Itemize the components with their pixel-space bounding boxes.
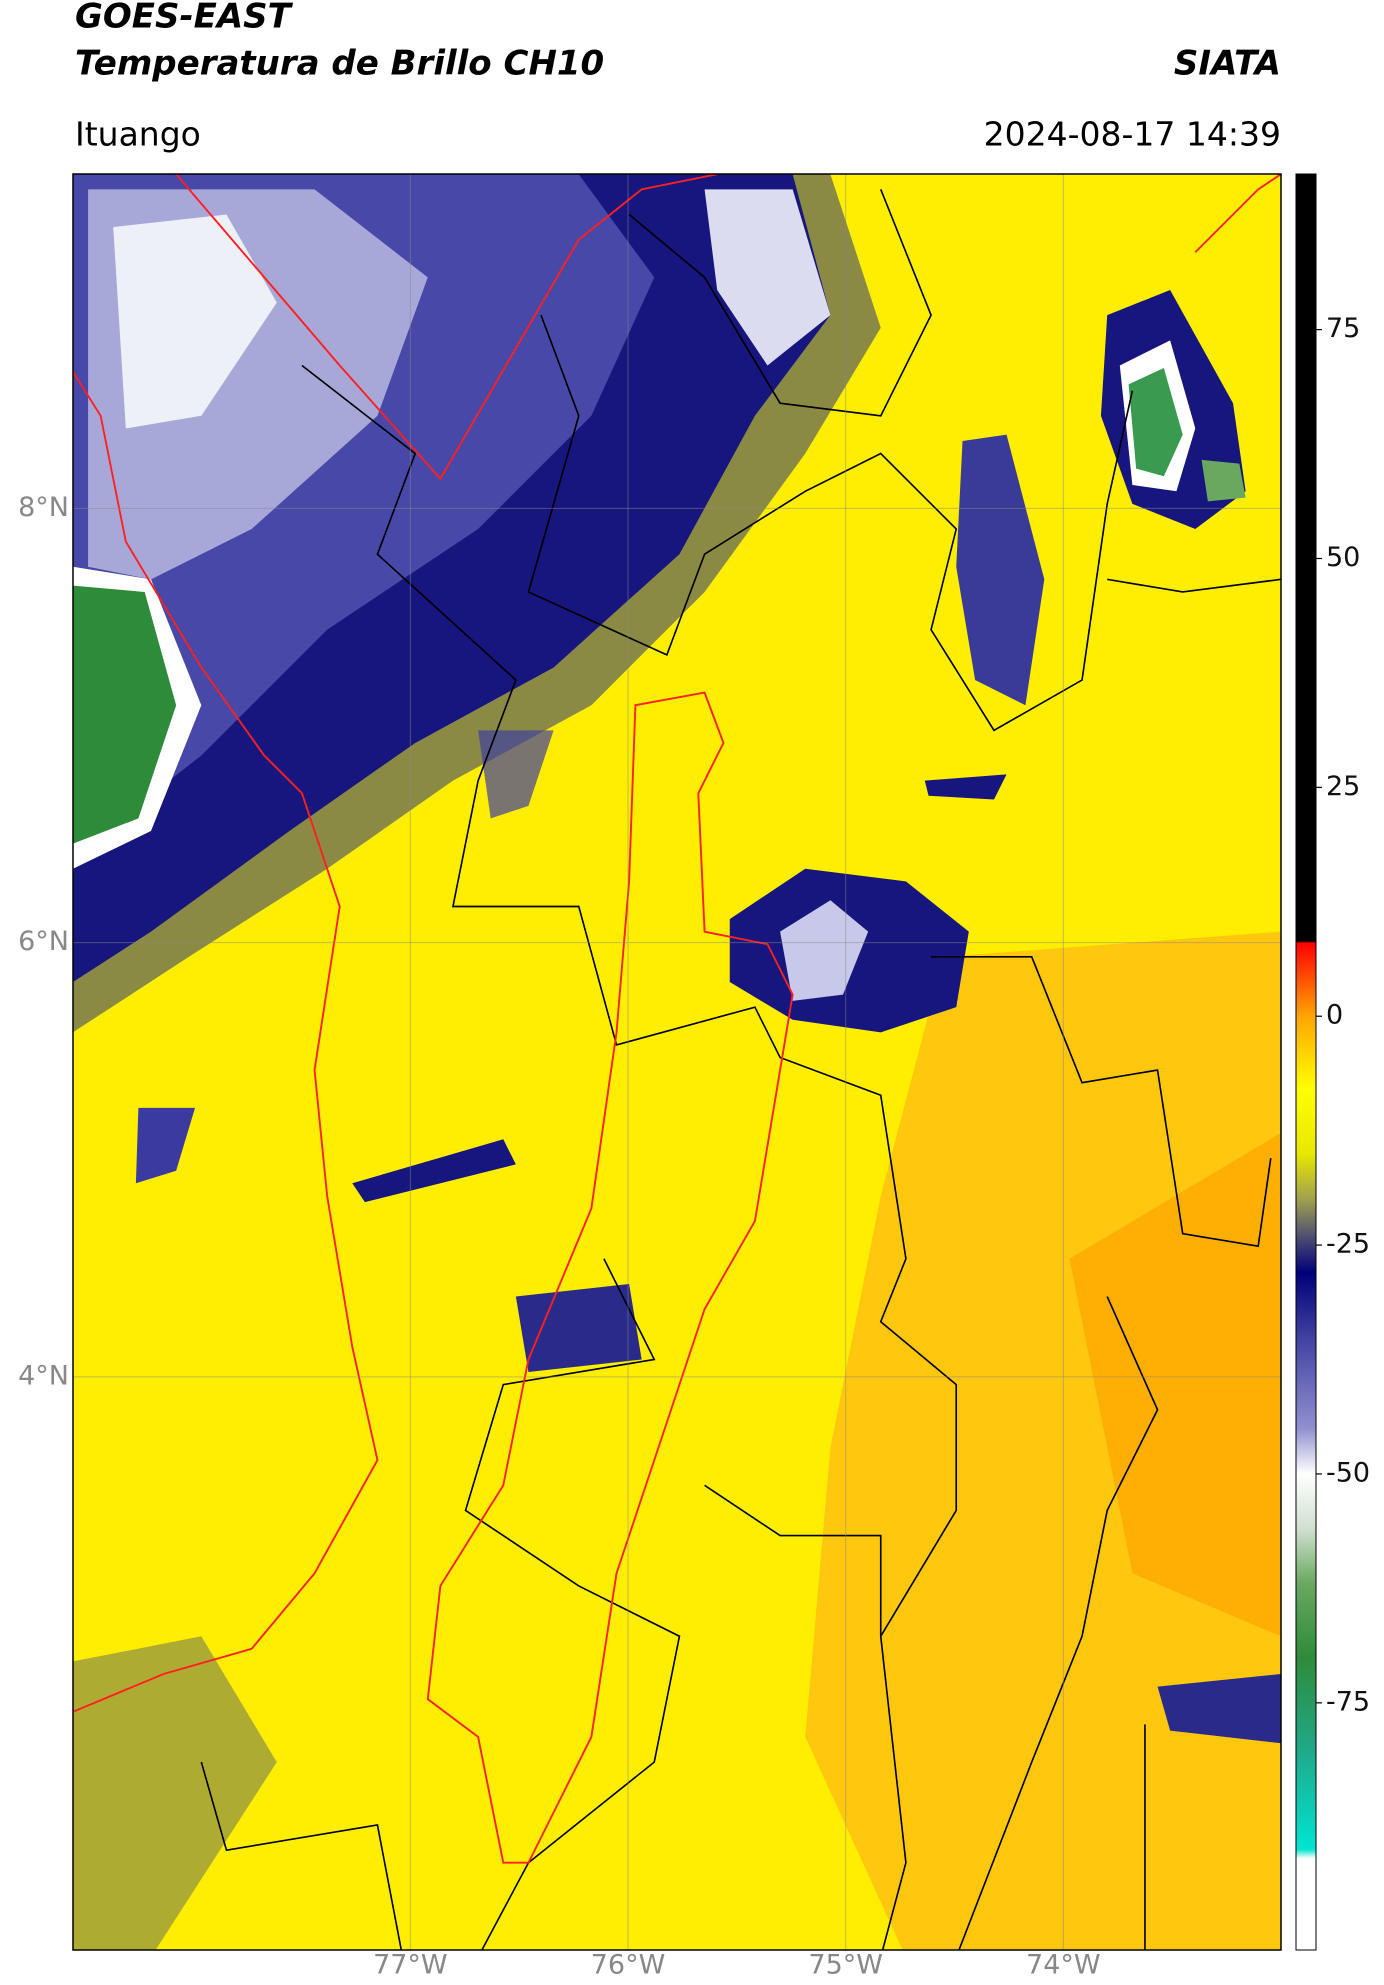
subtitle: Temperatura de Brillo CH10 xyxy=(75,44,604,84)
colorbar-tick-label: 50 xyxy=(1326,542,1360,573)
x-tick-label: 74°W xyxy=(1026,1950,1101,1981)
y-tick-label: 4°N xyxy=(18,1360,69,1391)
map-image xyxy=(73,174,1281,1950)
location: Ituango xyxy=(75,115,201,154)
x-tick-label: 77°W xyxy=(373,1950,448,1981)
colorbar xyxy=(1295,173,1317,1951)
colorbar-tick-label: 25 xyxy=(1326,771,1360,802)
title: GOES-EAST xyxy=(75,0,294,37)
x-tick-label: 76°W xyxy=(591,1950,666,1981)
colorbar-tick-label: -75 xyxy=(1326,1686,1370,1717)
grid xyxy=(73,174,1281,1950)
datetime: 2024-08-17 14:39 xyxy=(984,115,1281,154)
y-tick-label: 8°N xyxy=(18,492,69,523)
y-tick-label: 6°N xyxy=(18,926,69,957)
colorbar-tick-label: -50 xyxy=(1326,1457,1370,1488)
x-tick-label: 75°W xyxy=(808,1950,883,1981)
source: SIATA xyxy=(1174,44,1281,84)
colorbar-tick-label: -25 xyxy=(1326,1229,1370,1260)
colorbar-tick-label: 0 xyxy=(1326,1000,1343,1031)
colorbar-tick-label: 75 xyxy=(1326,313,1360,344)
map-frame xyxy=(72,173,1282,1951)
